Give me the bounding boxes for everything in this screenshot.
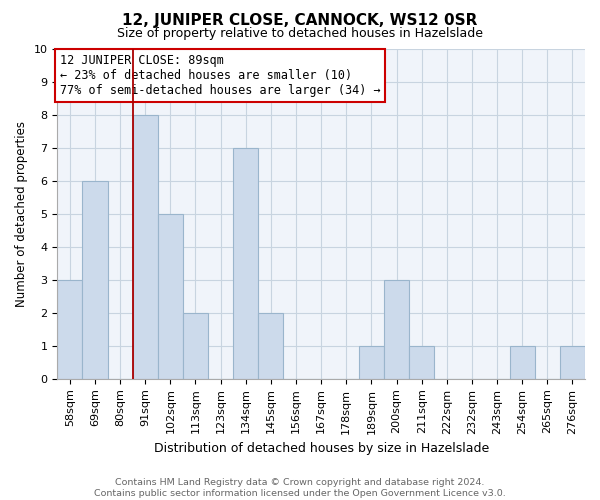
Bar — [384, 280, 409, 379]
Text: Size of property relative to detached houses in Hazelslade: Size of property relative to detached ho… — [117, 28, 483, 40]
Bar — [133, 115, 158, 379]
Bar — [57, 280, 82, 379]
Bar — [183, 313, 208, 379]
Bar — [509, 346, 535, 379]
Bar — [560, 346, 585, 379]
Bar — [82, 181, 107, 379]
Y-axis label: Number of detached properties: Number of detached properties — [15, 121, 28, 307]
Bar — [259, 313, 283, 379]
Bar — [409, 346, 434, 379]
X-axis label: Distribution of detached houses by size in Hazelslade: Distribution of detached houses by size … — [154, 442, 489, 455]
Bar — [359, 346, 384, 379]
Bar — [233, 148, 259, 379]
Text: Contains HM Land Registry data © Crown copyright and database right 2024.
Contai: Contains HM Land Registry data © Crown c… — [94, 478, 506, 498]
Bar — [158, 214, 183, 379]
Text: 12 JUNIPER CLOSE: 89sqm
← 23% of detached houses are smaller (10)
77% of semi-de: 12 JUNIPER CLOSE: 89sqm ← 23% of detache… — [60, 54, 380, 97]
Text: 12, JUNIPER CLOSE, CANNOCK, WS12 0SR: 12, JUNIPER CLOSE, CANNOCK, WS12 0SR — [122, 12, 478, 28]
